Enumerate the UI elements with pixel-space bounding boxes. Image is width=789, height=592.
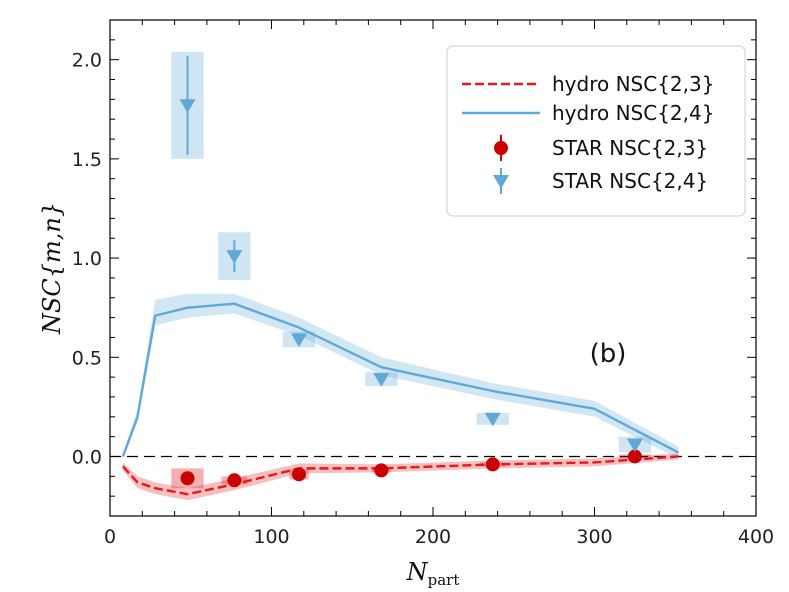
hydro-band-0 — [122, 453, 679, 501]
legend-swatch-2 — [494, 141, 508, 155]
star-point — [373, 373, 390, 387]
x-tick-label: 100 — [253, 526, 289, 548]
x-axis-label-main: N — [406, 558, 429, 586]
star-point — [374, 463, 389, 478]
legend-label-2: STAR NSC{2,3} — [552, 136, 708, 160]
y-tick-label: 0.5 — [72, 347, 102, 369]
star-point — [291, 467, 306, 482]
legend: hydro NSC{2,3} hydro NSC{2,4} STAR NSC{2,3… — [446, 45, 746, 217]
legend-box — [446, 45, 746, 217]
panel-label: (b) — [590, 339, 627, 369]
y-tick-label: 2.0 — [72, 50, 102, 72]
star-point — [485, 457, 500, 472]
star-point — [226, 250, 243, 264]
hydro-line-0 — [122, 455, 679, 496]
x-tick-label: 200 — [415, 526, 451, 548]
y-tick-label: 1.0 — [72, 248, 102, 270]
hydro-band-1 — [122, 293, 679, 459]
legend-swatch-3 — [493, 175, 509, 189]
y-tick-label: 1.5 — [72, 149, 102, 171]
star-point — [179, 99, 196, 113]
star-point — [627, 449, 642, 464]
star-point — [180, 471, 195, 486]
star-point — [626, 438, 643, 453]
x-axis-label: Npart — [406, 558, 460, 589]
y-axis-label: NSC{m,n} — [38, 202, 66, 335]
y-tick-label: 0.0 — [72, 446, 102, 468]
legend-label-3: STAR NSC{2,4} — [552, 169, 708, 193]
legend-label-0: hydro NSC{2,3} — [552, 72, 714, 96]
hydro-line-1 — [121, 302, 680, 457]
x-tick-label: 300 — [576, 526, 612, 548]
x-axis-label-sub: part — [428, 571, 460, 589]
star-point — [484, 412, 501, 427]
star-point — [290, 333, 307, 348]
legend-label-1: hydro NSC{2,4} — [552, 101, 714, 125]
x-tick-label: 400 — [738, 526, 774, 548]
star-point — [227, 473, 242, 488]
x-tick-label: 0 — [104, 526, 116, 548]
